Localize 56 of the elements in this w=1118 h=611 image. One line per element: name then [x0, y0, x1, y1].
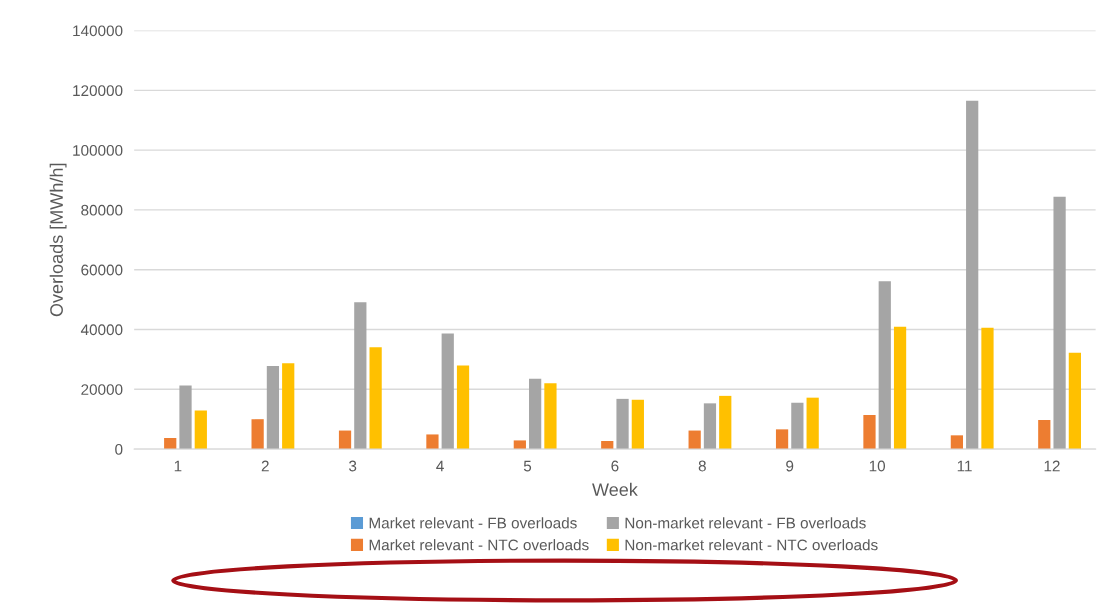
bar — [981, 327, 994, 450]
y-tick-label: 0 — [115, 443, 123, 455]
x-tick-label: 10 — [869, 460, 886, 472]
bar — [251, 419, 264, 450]
x-tick-label: 1 — [174, 460, 182, 472]
x-tick-label: 12 — [1044, 460, 1060, 472]
bar — [791, 402, 804, 450]
x-tick-label: 6 — [611, 460, 619, 472]
y-tick-label: 120000 — [73, 85, 123, 97]
y-tick-label: 80000 — [81, 204, 123, 216]
bar — [426, 434, 439, 450]
bar — [179, 385, 192, 450]
bar — [775, 429, 789, 450]
bar — [950, 435, 963, 450]
y-tick-label: 140000 — [73, 25, 123, 37]
bar — [616, 398, 629, 450]
bar — [282, 363, 295, 450]
x-tick-label: 3 — [349, 460, 357, 472]
x-tick-label: 11 — [957, 460, 972, 472]
x-tick-label: 4 — [436, 460, 444, 472]
legend-label: Market relevant - FB overloads — [369, 517, 577, 529]
y-tick-label: 40000 — [80, 324, 123, 336]
bar — [266, 365, 280, 450]
legend-label: Market relevant - NTC overloads — [369, 539, 589, 551]
x-axis-title: Week — [592, 482, 638, 497]
bar — [194, 410, 207, 450]
bar — [529, 378, 542, 450]
bar — [1068, 352, 1081, 450]
bar — [1053, 196, 1066, 450]
bar — [1038, 420, 1051, 450]
y-tick-label: 100000 — [73, 145, 123, 156]
x-tick-label: 9 — [786, 460, 794, 472]
bar — [863, 415, 876, 450]
bar — [441, 333, 454, 450]
x-tick-label: 8 — [698, 460, 706, 472]
bar — [338, 430, 352, 450]
bar — [456, 365, 470, 450]
y-tick-label: 60000 — [81, 264, 123, 276]
x-tick-label: 5 — [523, 460, 532, 472]
x-tick-label: 2 — [261, 460, 269, 472]
bar — [878, 281, 891, 450]
bar — [806, 397, 819, 450]
bar — [369, 347, 382, 450]
y-axis-title: Overloads [MWh/h] — [49, 163, 67, 317]
bar — [513, 440, 526, 450]
bar — [354, 302, 367, 450]
bar — [703, 403, 717, 450]
bar — [719, 395, 732, 450]
y-tick-label: 20000 — [81, 384, 123, 395]
bar — [631, 399, 644, 450]
legend-label: Non-market relevant - FB overloads — [625, 517, 866, 529]
bar — [893, 326, 907, 450]
legend-label: Non-market relevant - NTC overloads — [625, 539, 878, 551]
bar — [966, 100, 979, 450]
bar — [544, 383, 557, 450]
bar — [688, 430, 701, 450]
